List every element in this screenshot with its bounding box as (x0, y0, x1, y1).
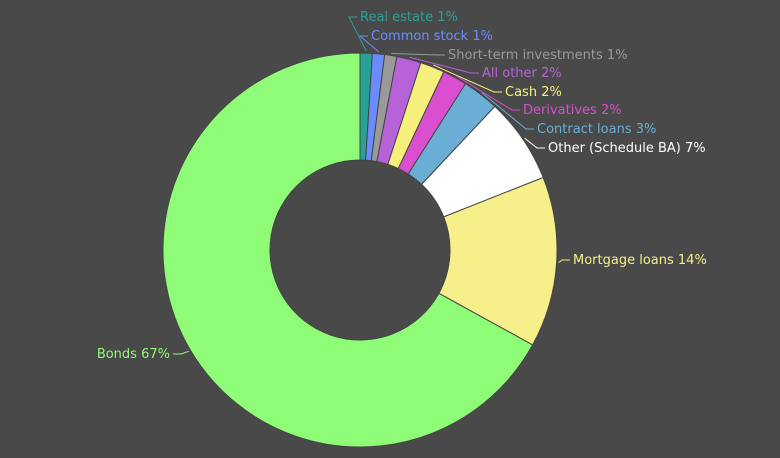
slice-label: Contract loans 3% (537, 122, 656, 137)
label-name: Cash (505, 85, 537, 100)
label-name: Real estate (360, 10, 433, 25)
label-value: 1% (607, 48, 628, 63)
leader-line (391, 52, 445, 56)
slice-label: Real estate 1% (360, 10, 458, 25)
leader-line (358, 35, 380, 53)
leader-line (524, 137, 545, 149)
slice-label: Derivatives 2% (523, 103, 622, 118)
label-name: Short-term investments (448, 48, 603, 63)
leader-line (433, 64, 502, 93)
leader-line (558, 259, 570, 263)
leader-line (481, 92, 534, 130)
label-name: Other (Schedule BA) (548, 141, 681, 156)
slice-label: Bonds 67% (97, 347, 170, 362)
slice-label: Short-term investments 1% (448, 48, 628, 63)
slice-label: Common stock 1% (371, 29, 493, 44)
label-value: 1% (472, 29, 493, 44)
label-name: Bonds (97, 347, 137, 362)
label-value: 7% (685, 141, 706, 156)
label-name: All other (482, 66, 538, 81)
leader-line (409, 56, 479, 74)
label-value: 1% (437, 10, 458, 25)
label-value: 3% (636, 122, 657, 137)
label-name: Contract loans (537, 122, 632, 137)
slice-label: Cash 2% (505, 85, 562, 100)
leader-line (455, 75, 520, 111)
slice-label: All other 2% (482, 66, 562, 81)
label-name: Common stock (371, 29, 469, 44)
label-value: 2% (541, 66, 562, 81)
slice-label: Mortgage loans 14% (573, 253, 707, 268)
label-value: 67% (141, 347, 170, 362)
slice (162, 52, 534, 448)
label-name: Derivatives (523, 103, 597, 118)
leader-line (173, 350, 189, 355)
leader-line (348, 16, 367, 52)
label-value: 2% (601, 103, 622, 118)
label-name: Mortgage loans (573, 253, 674, 268)
label-value: 2% (541, 85, 562, 100)
label-value: 14% (678, 253, 707, 268)
slice-label: Other (Schedule BA) 7% (548, 141, 706, 156)
